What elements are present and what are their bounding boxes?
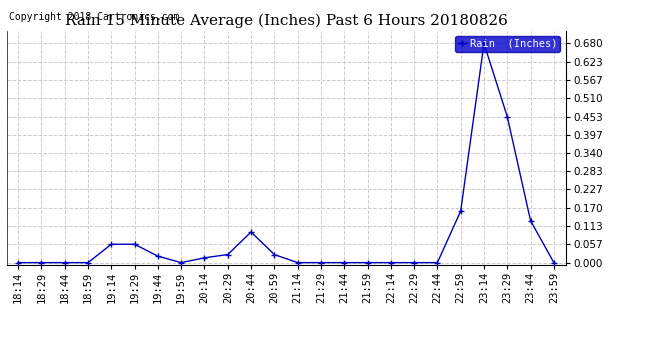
Line: Rain  (Inches): Rain (Inches) [15,40,557,266]
Rain  (Inches) [38,260,46,265]
Rain  (Inches) [434,260,441,265]
Rain  (Inches) [154,254,162,258]
Rain  (Inches) [410,260,418,265]
Rain  (Inches) [61,260,69,265]
Text: Copyright 2018 Cartronics.com: Copyright 2018 Cartronics.com [9,12,179,22]
Rain  (Inches) [294,260,302,265]
Rain  (Inches) [526,219,534,223]
Rain  (Inches) [363,260,371,265]
Rain  (Inches) [201,256,209,260]
Rain  (Inches) [107,242,115,246]
Title: Rain 15 Minute Average (Inches) Past 6 Hours 20180826: Rain 15 Minute Average (Inches) Past 6 H… [64,14,508,28]
Rain  (Inches) [247,230,255,234]
Rain  (Inches) [224,253,231,257]
Rain  (Inches) [317,260,325,265]
Legend: Rain  (Inches): Rain (Inches) [455,36,560,52]
Rain  (Inches) [341,260,348,265]
Rain  (Inches) [480,41,488,46]
Rain  (Inches) [177,260,185,265]
Rain  (Inches) [270,253,278,257]
Rain  (Inches) [457,209,465,213]
Rain  (Inches) [131,242,138,246]
Rain  (Inches) [387,260,395,265]
Rain  (Inches) [84,260,92,265]
Rain  (Inches) [14,260,22,265]
Rain  (Inches) [503,115,511,119]
Rain  (Inches) [550,260,558,265]
